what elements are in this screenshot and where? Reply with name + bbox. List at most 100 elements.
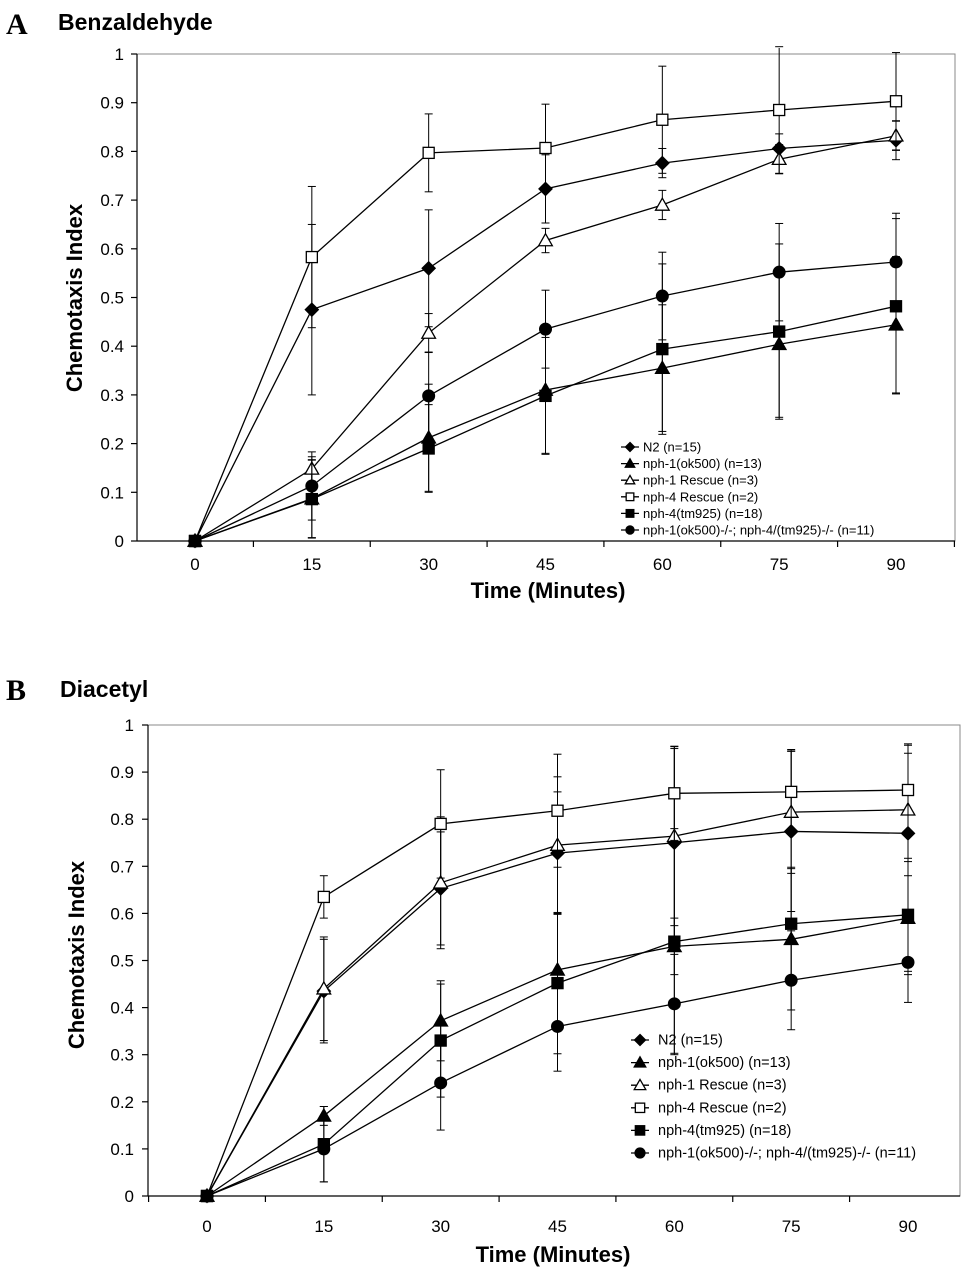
legend-marker bbox=[625, 525, 635, 535]
legend-label: nph-4(tm925) (n=18) bbox=[658, 1123, 791, 1139]
legend-marker bbox=[633, 1033, 647, 1047]
legend-label: nph-1 Rescue (n=3) bbox=[643, 473, 758, 488]
y-tick-label: 0.4 bbox=[100, 337, 124, 356]
data-point bbox=[656, 113, 669, 126]
legend-item: nph-4 Rescue (n=2) bbox=[631, 1100, 787, 1116]
legend-marker bbox=[625, 508, 635, 518]
panel-b: B Diacetyl 0 0.1 0.2 0.3 0.4 0.5 0.6 0.7 0.8 0.9 1… bbox=[6, 674, 961, 1267]
data-point bbox=[422, 389, 436, 403]
legend-item: N2 (n=15) bbox=[621, 440, 701, 455]
legend-label: nph-1(ok500)-/-; nph-4/(tm925)-/- (n=11) bbox=[643, 523, 874, 538]
legend-item: nph-1(ok500) (n=13) bbox=[621, 456, 762, 471]
x-tick-label: 90 bbox=[887, 555, 906, 574]
series-circle-filled bbox=[188, 212, 903, 548]
legend-item: nph-1 Rescue (n=3) bbox=[631, 1078, 787, 1094]
y-tick-label: 0.2 bbox=[110, 1093, 134, 1112]
panel-label: B bbox=[6, 674, 26, 707]
x-tick-label: 60 bbox=[665, 1217, 684, 1236]
x-tick-label: 90 bbox=[899, 1217, 918, 1236]
y-tick-label: 0.3 bbox=[110, 1046, 134, 1065]
data-point bbox=[901, 955, 915, 969]
y-tick-label: 1 bbox=[125, 716, 134, 735]
data-point bbox=[667, 997, 681, 1011]
legend-item: nph-1(ok500) (n=13) bbox=[631, 1055, 791, 1071]
y-tick-label: 0.5 bbox=[110, 952, 134, 971]
x-axis-title: Time (Minutes) bbox=[476, 1242, 631, 1267]
legend-item: nph-1(ok500)-/-; nph-4/(tm925)-/- (n=11) bbox=[631, 1146, 916, 1162]
legend-label: N2 (n=15) bbox=[658, 1033, 723, 1049]
x-tick-label: 45 bbox=[548, 1217, 567, 1236]
y-tick-label: 0.1 bbox=[100, 483, 124, 502]
y-tick-label: 0.9 bbox=[100, 94, 124, 113]
legend-marker bbox=[624, 457, 636, 468]
legend-marker bbox=[624, 474, 636, 485]
data-point bbox=[901, 783, 915, 797]
plot-area bbox=[147, 724, 961, 1197]
data-point bbox=[539, 322, 553, 336]
data-point bbox=[889, 95, 903, 108]
y-tick-label: 0.4 bbox=[110, 999, 134, 1018]
legend-item: nph-4(tm925) (n=18) bbox=[621, 506, 763, 521]
legend-marker bbox=[624, 441, 636, 453]
x-tick-label: 45 bbox=[536, 555, 555, 574]
data-point bbox=[668, 787, 681, 800]
x-tick-label: 30 bbox=[431, 1217, 450, 1236]
chart-title: Diacetyl bbox=[60, 676, 148, 702]
legend-label: nph-1(ok500)-/-; nph-4/(tm925)-/- (n=11) bbox=[658, 1146, 916, 1162]
y-tick-label: 0.3 bbox=[100, 386, 124, 405]
data-point bbox=[654, 196, 671, 211]
legend-item: nph-1(ok500)-/-; nph-4/(tm925)-/- (n=11) bbox=[621, 523, 874, 538]
y-tick-label: 0.8 bbox=[110, 810, 134, 829]
x-tick-label: 0 bbox=[190, 555, 199, 574]
axes: 0 0.1 0.2 0.3 0.4 0.5 0.6 0.7 0.8 0.9 1 0 15 30 45 60 75… bbox=[100, 45, 956, 574]
data-point bbox=[889, 255, 903, 269]
series-circle-filled bbox=[200, 921, 915, 1203]
legend-marker bbox=[634, 1102, 646, 1114]
data-point bbox=[188, 534, 202, 548]
panel-label: A bbox=[6, 8, 28, 41]
data-point bbox=[200, 1189, 214, 1203]
data-point bbox=[434, 817, 447, 831]
data-point bbox=[901, 908, 915, 921]
y-tick-label: 0 bbox=[115, 532, 124, 551]
data-point bbox=[772, 103, 786, 117]
legend-label: nph-4 Rescue (n=2) bbox=[658, 1100, 787, 1116]
x-axis-title: Time (Minutes) bbox=[471, 578, 626, 603]
x-tick-label: 15 bbox=[314, 1217, 333, 1236]
data-point bbox=[420, 324, 437, 339]
legend-marker bbox=[633, 1055, 647, 1068]
series-square-open bbox=[188, 46, 903, 548]
data-point bbox=[305, 479, 319, 493]
legend-marker bbox=[625, 492, 635, 502]
legend: N2 (n=15)nph-1(ok500) (n=13) nph-1 Rescue… bbox=[621, 440, 874, 538]
legend-item: nph-1 Rescue (n=3) bbox=[621, 473, 758, 488]
y-tick-label: 0.5 bbox=[100, 289, 124, 308]
legend-item: nph-4(tm925) (n=18) bbox=[631, 1123, 791, 1139]
y-tick-label: 0.8 bbox=[100, 142, 124, 161]
legend-label: N2 (n=15) bbox=[643, 440, 701, 455]
y-tick-label: 1 bbox=[115, 45, 124, 64]
y-tick-label: 0.9 bbox=[110, 763, 134, 782]
data-point bbox=[772, 265, 786, 279]
data-point bbox=[539, 141, 552, 155]
legend-item: nph-4 Rescue (n=2) bbox=[621, 489, 758, 504]
legend-label: nph-1 Rescue (n=3) bbox=[658, 1078, 787, 1094]
axes: 0 0.1 0.2 0.3 0.4 0.5 0.6 0.7 0.8 0.9 1 0 15 30 45 60 75… bbox=[110, 716, 960, 1236]
legend: N2 (n=15) nph-1(ok500) (n=13) nph-1 Rescue… bbox=[631, 1033, 916, 1162]
data-point bbox=[315, 980, 332, 995]
data-point bbox=[784, 917, 798, 930]
data-point bbox=[317, 890, 331, 904]
data-point bbox=[539, 389, 552, 403]
data-point bbox=[551, 804, 564, 817]
x-tick-label: 60 bbox=[653, 555, 672, 574]
x-tick-label: 75 bbox=[770, 555, 789, 574]
data-point bbox=[432, 874, 449, 889]
y-tick-label: 0.2 bbox=[100, 435, 124, 454]
y-axis-title: Chemotaxis Index bbox=[62, 203, 87, 392]
x-tick-label: 75 bbox=[782, 1217, 801, 1236]
legend-label: nph-4(tm925) (n=18) bbox=[643, 506, 763, 521]
y-tick-label: 0 bbox=[125, 1187, 134, 1206]
legend-label: nph-1(ok500) (n=13) bbox=[658, 1055, 791, 1071]
data-point bbox=[305, 250, 319, 264]
